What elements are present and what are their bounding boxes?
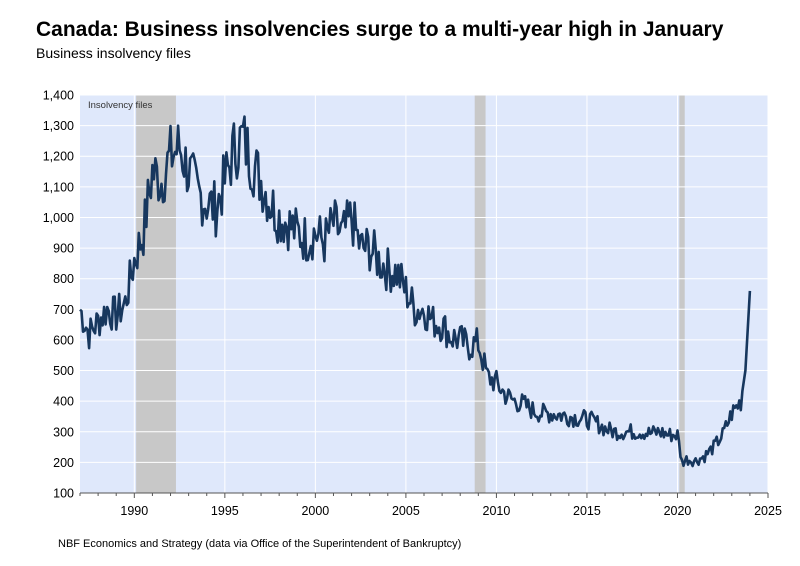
series-line-insolvency-files — [79, 115, 752, 468]
x-tick-label: 2015 — [573, 504, 601, 518]
x-tick-label: 2025 — [754, 504, 782, 518]
y-tick-label: 1,100 — [43, 180, 74, 194]
x-tick-label: 2000 — [301, 504, 329, 518]
y-tick-label: 1,200 — [43, 150, 74, 164]
y-tick-label: 900 — [53, 242, 74, 256]
chart-subtitle: Business insolvency files — [36, 45, 191, 61]
recession-band — [136, 95, 176, 493]
x-tick-label: 1990 — [120, 504, 148, 518]
source-note: NBF Economics and Strategy (data via Off… — [58, 538, 462, 550]
y-tick-label: 200 — [53, 456, 74, 470]
y-tick-label: 1,000 — [43, 211, 74, 225]
y-tick-label: 1,400 — [43, 89, 74, 103]
y-tick-label: 500 — [53, 364, 74, 378]
y-tick-label: 600 — [53, 333, 74, 347]
y-tick-label: 700 — [53, 303, 74, 317]
x-tick-label: 2020 — [664, 504, 692, 518]
y-tick-label: 800 — [53, 272, 74, 286]
chart-title: Canada: Business insolvencies surge to a… — [36, 18, 724, 41]
recession-band — [679, 95, 685, 493]
recession-band — [474, 95, 486, 493]
x-tick-label: 1995 — [211, 504, 239, 518]
y-tick-label: 1,300 — [43, 119, 74, 133]
y-tick-label: 400 — [53, 395, 74, 409]
y-tick-label: 300 — [53, 425, 74, 439]
y-tick-label: 100 — [53, 487, 74, 501]
x-tick-label: 2010 — [483, 504, 511, 518]
series-annotation: Insolvency files — [88, 100, 153, 111]
x-tick-label: 2005 — [392, 504, 420, 518]
